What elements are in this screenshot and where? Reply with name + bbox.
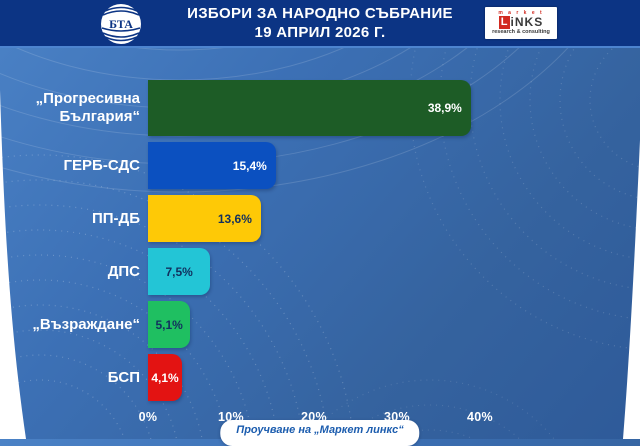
- x-axis-tick: 0%: [138, 410, 158, 424]
- source-attribution: Проучване на „Маркет линкс“: [220, 420, 420, 446]
- bar-5[interactable]: 5,1%: [148, 301, 191, 348]
- bar-chart: „Прогресивна България“ 38,9% ГЕРБ-СДС 15,4%…: [0, 80, 640, 407]
- bar-track: 13,6%: [148, 195, 640, 242]
- bar-2[interactable]: 15,4%: [148, 142, 276, 189]
- header-band: БТА ИЗБОРИ ЗА НАРОДНО СЪБРАНИЕ 19 АПРИЛ …: [0, 0, 640, 48]
- bar-row: ДПС 7,5%: [0, 248, 640, 295]
- bar-row: ПП-ДБ 13,6%: [0, 195, 640, 242]
- bar-1[interactable]: 38,9%: [148, 80, 471, 136]
- links-logo-top-text: m a r k e t: [498, 9, 544, 16]
- x-axis-tick: 40%: [467, 410, 493, 424]
- value-label: 4,1%: [151, 370, 179, 385]
- category-label: ПП-ДБ: [91, 209, 140, 227]
- bar-row: ГЕРБ-СДС 15,4%: [0, 142, 640, 189]
- category-label: „Възраждане“: [32, 315, 140, 333]
- links-logo-sub-text: research & consulting: [492, 28, 550, 35]
- value-label: 13,6%: [217, 211, 252, 226]
- value-label: 15,4%: [232, 158, 267, 173]
- svg-text:БТА: БТА: [109, 17, 133, 31]
- bar-track: 38,9%: [148, 80, 640, 136]
- category-label: ГЕРБ-СДС: [63, 156, 140, 174]
- value-label: 5,1%: [155, 317, 183, 332]
- bar-track: 5,1%: [148, 301, 640, 348]
- title-line-2: 19 АПРИЛ 2026 Г.: [254, 24, 386, 41]
- title-line-1: ИЗБОРИ ЗА НАРОДНО СЪБРАНИЕ: [187, 5, 453, 22]
- bar-row: „Възраждане“ 5,1%: [0, 301, 640, 348]
- bar-row: „Прогресивна България“ 38,9%: [0, 80, 640, 136]
- bar-3[interactable]: 13,6%: [148, 195, 261, 242]
- page-title: ИЗБОРИ ЗА НАРОДНО СЪБРАНИЕ 19 АПРИЛ 2026…: [0, 4, 640, 42]
- bar-4[interactable]: 7,5%: [148, 248, 211, 295]
- value-label: 7,5%: [165, 264, 193, 279]
- bar-row: БСП 4,1%: [0, 354, 640, 401]
- bar-track: 7,5%: [148, 248, 640, 295]
- x-axis: 0% 10% 20% 30% 40%: [139, 410, 640, 428]
- bta-logo: БТА: [101, 4, 141, 44]
- bar-track: 15,4%: [148, 142, 640, 189]
- bar-6[interactable]: 4,1%: [148, 354, 183, 401]
- category-label: „Прогресивна България“: [35, 90, 140, 125]
- category-label: ДПС: [107, 262, 140, 280]
- value-label: 38,9%: [427, 101, 462, 115]
- bar-track: 4,1%: [148, 354, 640, 401]
- category-label: БСП: [107, 368, 140, 386]
